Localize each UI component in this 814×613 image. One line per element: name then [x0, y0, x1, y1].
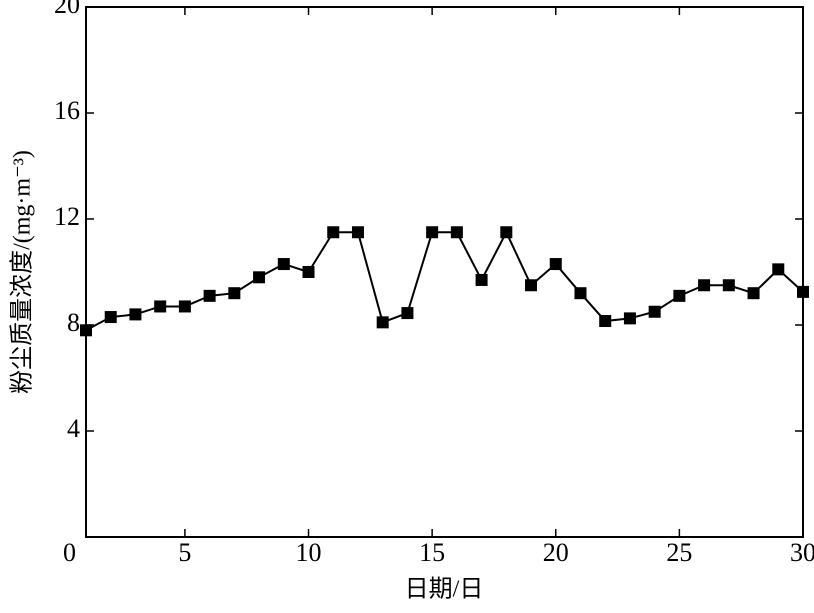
y-tick-label: 0 — [63, 538, 76, 567]
x-tick-label: 30 — [790, 538, 814, 567]
plot-frame — [85, 6, 804, 538]
marker — [426, 226, 439, 239]
y-tick-label: 20 — [54, 0, 80, 19]
marker — [772, 263, 785, 276]
marker — [203, 289, 216, 302]
marker — [549, 258, 562, 271]
x-tick-label: 10 — [296, 538, 322, 567]
marker — [574, 287, 587, 300]
marker — [722, 279, 735, 292]
marker — [376, 316, 389, 329]
marker — [623, 312, 636, 325]
y-tick-label: 4 — [67, 414, 80, 443]
marker — [500, 226, 513, 239]
y-tick-label: 8 — [67, 308, 80, 337]
x-tick-label: 20 — [543, 538, 569, 567]
marker — [450, 226, 463, 239]
x-axis-title: 日期/日 — [405, 577, 484, 603]
marker — [648, 305, 661, 318]
marker — [351, 226, 364, 239]
marker — [104, 311, 117, 324]
marker — [401, 307, 414, 320]
y-tick-label: 16 — [54, 96, 80, 125]
y-axis-title: 粉尘质量浓度/(mg·m⁻³) — [9, 150, 36, 394]
marker — [302, 266, 315, 278]
marker — [277, 258, 290, 271]
marker — [129, 308, 142, 321]
line — [85, 229, 804, 332]
y-tick-label: 12 — [54, 202, 80, 231]
marker — [253, 271, 266, 284]
marker — [80, 324, 92, 337]
x-tick-label: 5 — [178, 538, 191, 567]
x-tick-label: 25 — [666, 538, 692, 567]
marker — [525, 279, 538, 292]
marker — [154, 300, 167, 313]
marker — [178, 300, 191, 313]
marker — [475, 273, 488, 286]
marker — [698, 279, 711, 292]
marker — [327, 226, 340, 239]
marker — [797, 285, 809, 298]
marker — [228, 287, 241, 300]
marker — [747, 287, 760, 300]
marker — [599, 315, 612, 328]
marker — [673, 289, 686, 302]
x-tick-label: 15 — [419, 538, 445, 567]
